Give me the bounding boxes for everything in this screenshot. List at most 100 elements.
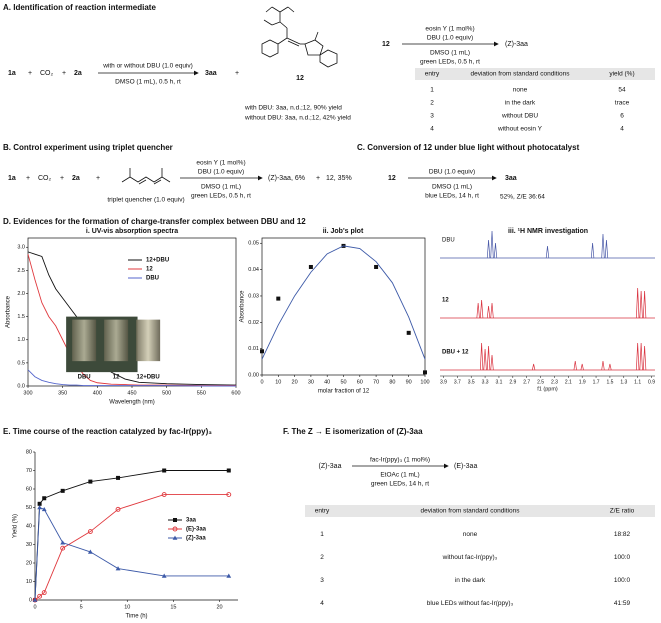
label: 2a — [74, 70, 82, 77]
trace-label: DBU — [442, 238, 455, 244]
peak — [590, 242, 595, 259]
x-tick-label: 450 — [127, 390, 136, 396]
x-tick-label: 20 — [292, 379, 298, 385]
x-tick-label: 2.1 — [565, 379, 572, 385]
table-cell: 3 — [320, 577, 324, 584]
label: CO₂ — [38, 175, 52, 182]
section-title: A. Identification of reaction intermedia… — [3, 3, 156, 12]
label: triplet quencher (1.0 equiv) — [107, 197, 184, 204]
y-axis-label: Yield (%) — [13, 514, 19, 538]
peak — [636, 342, 640, 371]
legend-label: 3aa — [186, 518, 197, 524]
marker — [88, 479, 93, 484]
label: DMSO (1 mL), 0.5 h, rt — [115, 79, 181, 86]
label: (E)-3aa — [454, 463, 477, 470]
condition: DMSO (1 mL) — [430, 50, 470, 57]
section-title: C. Conversion of 12 under blue light wit… — [357, 143, 580, 152]
condition: eosin Y (1 mol%) — [425, 26, 474, 33]
photo-vial — [72, 319, 97, 362]
label: CO₂ — [40, 70, 54, 77]
legend-marker — [172, 526, 178, 532]
x-tick-label: 1.7 — [593, 379, 600, 385]
x-tick-label: 1.1 — [634, 379, 641, 385]
x-tick-label: 2.3 — [551, 379, 558, 385]
y-axis-label: Absorbance — [6, 295, 12, 328]
marker — [161, 492, 167, 497]
y-tick-label: 2.5 — [17, 268, 25, 274]
peak — [580, 363, 584, 371]
marker — [308, 264, 313, 269]
table-cell: none — [513, 86, 528, 93]
photo-label: 12+DBU — [137, 375, 160, 381]
x-tick-label: 3.3 — [482, 379, 489, 385]
x-tick-label: 600 — [231, 390, 240, 396]
peak — [636, 287, 640, 319]
label: with or without DBU (1.0 equiv) — [102, 63, 193, 70]
y-tick-label: 0.00 — [248, 372, 259, 378]
label: + — [26, 175, 30, 182]
y-tick-label: 3.0 — [17, 245, 25, 251]
label: + — [60, 175, 64, 182]
peak — [476, 302, 480, 319]
label: with DBU: 3aa, n.d.;12, 90% yield — [244, 105, 342, 112]
x-tick-label: 50 — [340, 379, 346, 385]
condition: green LEDs, 14 h, rt — [371, 481, 429, 488]
x-tick-label: 10 — [124, 604, 130, 610]
table-header: entry — [315, 508, 330, 515]
y-tick-label: 0.5 — [17, 360, 25, 366]
label: 52%, Z/E 36:64 — [500, 194, 545, 201]
marker — [41, 590, 47, 596]
label: + — [235, 70, 239, 77]
y-tick-label: 1.5 — [17, 314, 25, 320]
table-cell: in the dark — [455, 577, 486, 584]
y-tick-label: 1.0 — [17, 337, 25, 343]
y-tick-label: 10 — [26, 579, 32, 585]
y-tick-label: 80 — [26, 449, 32, 455]
series-line — [261, 245, 426, 360]
peak — [483, 348, 487, 371]
x-tick-label: 0 — [33, 604, 36, 610]
label: 12 — [388, 175, 396, 182]
series-line — [34, 506, 229, 601]
table-cell: trace — [615, 99, 630, 106]
section-title: F. The Z → E isomerization of (Z)-3aa — [283, 427, 423, 436]
y-tick-label: 0.01 — [248, 346, 259, 352]
label: 2a — [72, 175, 80, 182]
legend-label: (Z)-3aa — [186, 536, 206, 542]
x-tick-label: 550 — [197, 390, 206, 396]
structure-quencher — [121, 168, 171, 185]
table-header-bg — [415, 68, 655, 80]
marker — [42, 496, 47, 501]
x-tick-label: 1.9 — [579, 379, 586, 385]
marker — [60, 540, 66, 545]
x-tick-label: 3.1 — [495, 379, 502, 385]
label: + — [316, 175, 320, 182]
y-tick-label: 60 — [26, 486, 32, 492]
legend-marker — [173, 518, 177, 522]
peak — [490, 302, 494, 319]
y-axis-label: Absorbance — [240, 290, 246, 323]
peak — [486, 345, 491, 371]
x-axis-label: f1 (ppm) — [537, 386, 558, 392]
peak — [490, 354, 494, 371]
section-title: E. Time course of the reaction catalyzed… — [3, 427, 212, 436]
x-tick-label: 0 — [260, 379, 263, 385]
photo-vial — [136, 319, 161, 362]
section-title: B. Control experiment using triplet quen… — [3, 143, 173, 152]
peak — [604, 239, 609, 259]
table-cell: 41:59 — [614, 600, 631, 607]
x-axis-label: Time (h) — [125, 614, 147, 620]
chart-title: ii. Job's plot — [323, 228, 364, 235]
label: 1a — [8, 175, 16, 182]
condition: EtOAc (1 mL) — [380, 472, 419, 479]
table-header-bg — [305, 505, 655, 517]
table-cell: none — [463, 531, 478, 538]
table-cell: 4 — [320, 600, 324, 607]
x-tick-label: 2.5 — [537, 379, 544, 385]
marker — [32, 597, 38, 602]
marker — [41, 506, 47, 512]
x-tick-label: 3.9 — [440, 379, 447, 385]
table-cell: blue LEDs without fac-Ir(ppy)₃ — [427, 600, 514, 607]
marker — [60, 488, 65, 493]
table-header: deviation from standard conditions — [420, 508, 520, 515]
